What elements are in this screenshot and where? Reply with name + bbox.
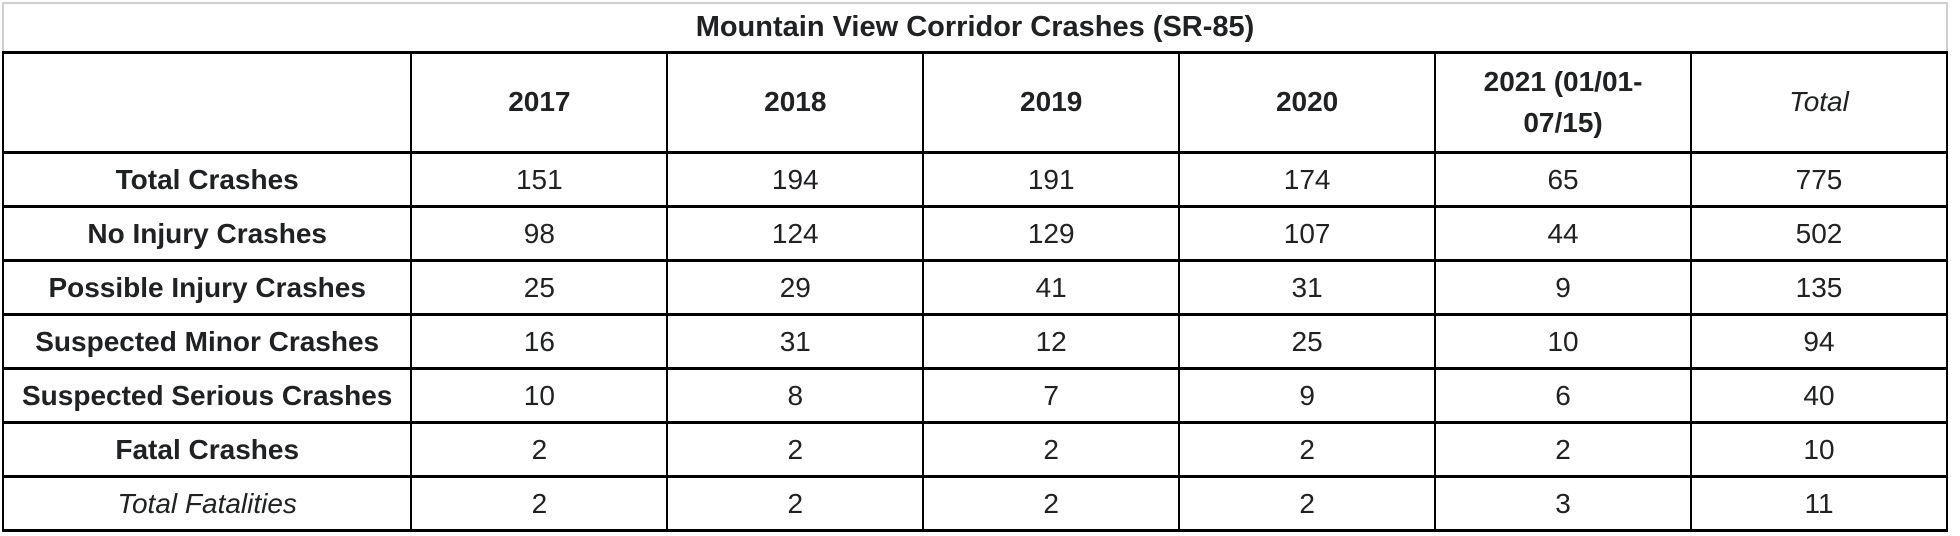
row-label: Suspected Minor Crashes bbox=[1, 313, 413, 370]
data-cell: 174 bbox=[1178, 151, 1437, 208]
data-cell: 29 bbox=[666, 259, 925, 316]
data-cell: 12 bbox=[922, 313, 1181, 370]
data-cell: 9 bbox=[1434, 259, 1692, 316]
table-row-suspected-minor-crashes: Suspected Minor Crashes 16 31 12 25 10 9… bbox=[1, 313, 1948, 370]
data-cell: 94 bbox=[1690, 313, 1948, 370]
row-label: Total Fatalities bbox=[1, 475, 413, 532]
table-row-suspected-serious-crashes: Suspected Serious Crashes 10 8 7 9 6 40 bbox=[1, 367, 1948, 424]
data-cell: 25 bbox=[410, 259, 669, 316]
data-cell: 2 bbox=[922, 421, 1181, 478]
table-row-total-fatalities: Total Fatalities 2 2 2 2 3 11 bbox=[1, 475, 1948, 532]
data-cell: 502 bbox=[1690, 205, 1948, 262]
column-header-2017: 2017 bbox=[410, 51, 669, 154]
data-cell: 9 bbox=[1178, 367, 1437, 424]
column-header-2018: 2018 bbox=[666, 51, 925, 154]
data-cell: 775 bbox=[1690, 151, 1948, 208]
data-cell: 8 bbox=[666, 367, 925, 424]
data-cell: 2 bbox=[922, 475, 1181, 532]
data-cell: 2 bbox=[1434, 421, 1692, 478]
data-cell: 3 bbox=[1434, 475, 1692, 532]
column-header-blank bbox=[1, 51, 413, 154]
data-cell: 151 bbox=[410, 151, 669, 208]
data-cell: 25 bbox=[1178, 313, 1437, 370]
data-cell: 98 bbox=[410, 205, 669, 262]
table-row-total-crashes: Total Crashes 151 194 191 174 65 775 bbox=[1, 151, 1948, 208]
row-label: Fatal Crashes bbox=[1, 421, 413, 478]
data-cell: 44 bbox=[1434, 205, 1692, 262]
data-cell: 2 bbox=[410, 421, 669, 478]
data-cell: 2 bbox=[666, 475, 925, 532]
data-cell: 6 bbox=[1434, 367, 1692, 424]
data-cell: 2 bbox=[1178, 475, 1437, 532]
column-header-2019: 2019 bbox=[922, 51, 1181, 154]
data-cell: 10 bbox=[410, 367, 669, 424]
data-cell: 11 bbox=[1690, 475, 1948, 532]
row-label: Suspected Serious Crashes bbox=[1, 367, 413, 424]
data-cell: 10 bbox=[1434, 313, 1692, 370]
data-cell: 16 bbox=[410, 313, 669, 370]
table-row-fatal-crashes: Fatal Crashes 2 2 2 2 2 10 bbox=[1, 421, 1948, 478]
data-cell: 41 bbox=[922, 259, 1181, 316]
data-cell: 10 bbox=[1690, 421, 1948, 478]
crash-table: 2017 2018 2019 2020 2021 (01/01-07/15) T… bbox=[1, 51, 1948, 532]
data-cell: 107 bbox=[1178, 205, 1437, 262]
data-cell: 135 bbox=[1690, 259, 1948, 316]
row-label: Possible Injury Crashes bbox=[1, 259, 413, 316]
data-cell: 124 bbox=[666, 205, 925, 262]
data-cell: 2 bbox=[666, 421, 925, 478]
data-cell: 191 bbox=[922, 151, 1181, 208]
data-cell: 65 bbox=[1434, 151, 1692, 208]
data-cell: 7 bbox=[922, 367, 1181, 424]
table-title: Mountain View Corridor Crashes (SR-85) bbox=[2, 2, 1948, 51]
row-label: No Injury Crashes bbox=[1, 205, 413, 262]
table-row-no-injury-crashes: No Injury Crashes 98 124 129 107 44 502 bbox=[1, 205, 1948, 262]
data-cell: 40 bbox=[1690, 367, 1948, 424]
table-row-possible-injury-crashes: Possible Injury Crashes 25 29 41 31 9 13… bbox=[1, 259, 1948, 316]
header-row: 2017 2018 2019 2020 2021 (01/01-07/15) T… bbox=[1, 51, 1948, 154]
row-label: Total Crashes bbox=[1, 151, 413, 208]
data-cell: 129 bbox=[922, 205, 1181, 262]
column-header-2020: 2020 bbox=[1178, 51, 1437, 154]
data-cell: 2 bbox=[410, 475, 669, 532]
data-cell: 31 bbox=[1178, 259, 1437, 316]
column-header-2021-partial: 2021 (01/01-07/15) bbox=[1434, 51, 1692, 154]
data-cell: 194 bbox=[666, 151, 925, 208]
column-header-total: Total bbox=[1690, 51, 1948, 154]
data-cell: 2 bbox=[1178, 421, 1437, 478]
data-cell: 31 bbox=[666, 313, 925, 370]
